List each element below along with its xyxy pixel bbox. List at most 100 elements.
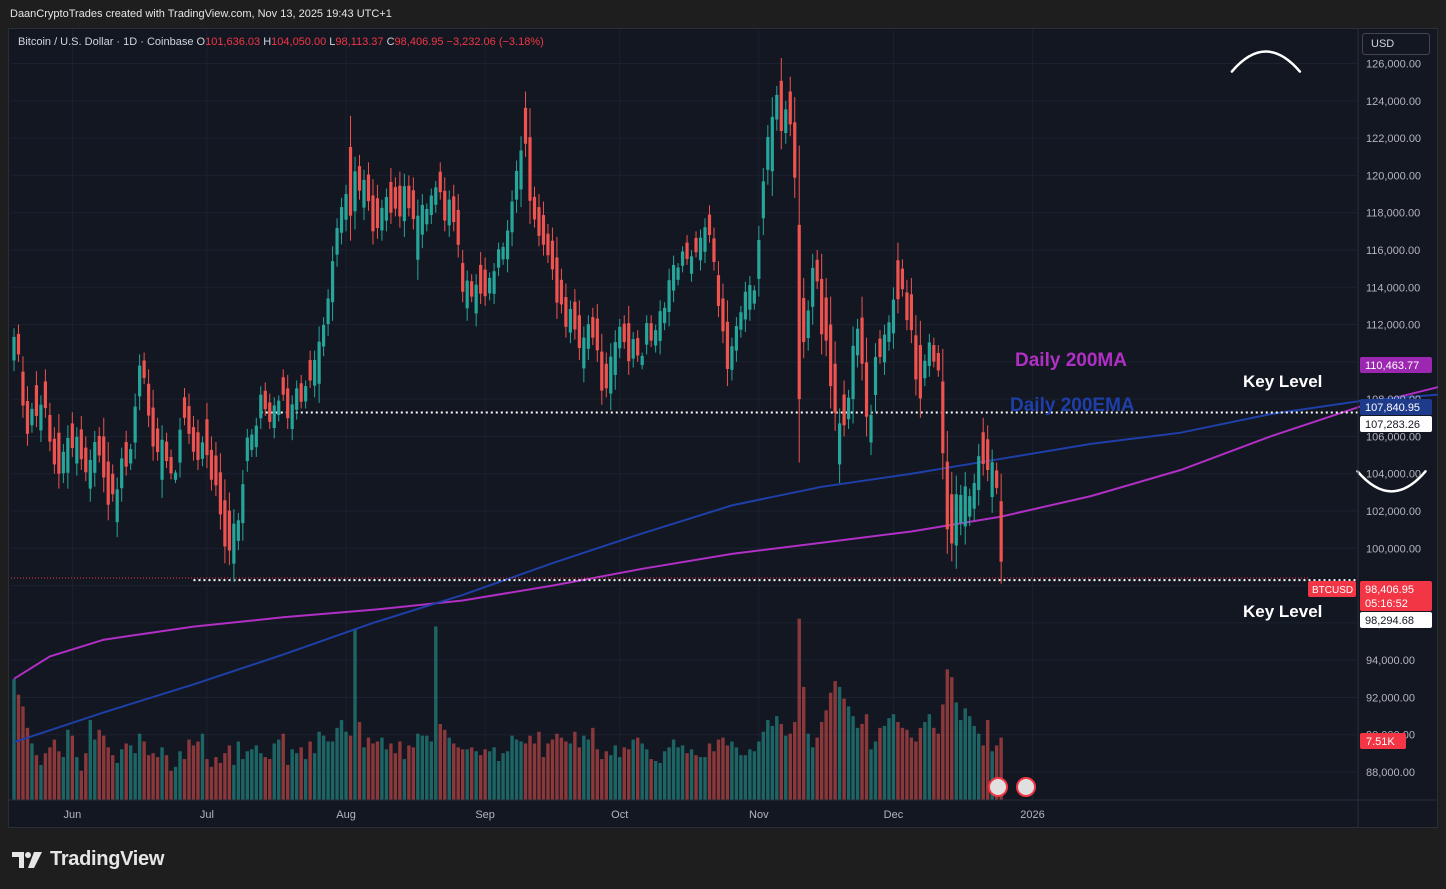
volume-bar <box>84 753 88 800</box>
volume-bar <box>344 731 348 800</box>
volume-bar <box>766 720 770 800</box>
candle-body <box>932 345 936 362</box>
x-tick-label: Aug <box>336 809 356 821</box>
candle-body <box>613 342 617 375</box>
volume-bar <box>613 745 617 800</box>
volume-bar <box>438 723 442 800</box>
candle-body <box>34 385 39 416</box>
candle-body <box>954 494 958 546</box>
symbol-legend[interactable]: Bitcoin / U.S. Dollar · 1D · Coinbase O1… <box>18 36 544 48</box>
volume-bar <box>61 757 66 800</box>
volume-bar <box>802 686 806 800</box>
ema-price-tag: 107,840.95 <box>1365 402 1420 414</box>
volume-bar <box>182 759 187 800</box>
volume-bar <box>227 745 232 800</box>
candle-body <box>833 363 837 413</box>
candle-body <box>721 298 725 332</box>
volume-bar <box>568 743 573 800</box>
candle-body <box>779 80 783 132</box>
candle-body <box>120 458 124 489</box>
candle-body <box>972 483 976 509</box>
candle-body <box>559 279 564 305</box>
volume-bar <box>891 714 896 800</box>
ma-label: Daily 200MA <box>1015 350 1127 371</box>
volume-bar <box>478 755 483 800</box>
candle-body <box>595 318 599 351</box>
y-tick-label: 112,000.00 <box>1366 320 1420 332</box>
ma-price-tag: 110,463.77 <box>1365 360 1419 372</box>
volume-bar <box>443 729 447 800</box>
volume-bar <box>577 747 582 800</box>
credit-text: DaanCryptoTrades created with TradingVie… <box>10 8 392 20</box>
volume-bar <box>429 741 433 800</box>
volume-bar <box>640 743 644 800</box>
volume-bar <box>474 751 478 800</box>
us-flag-icon <box>988 777 1008 797</box>
volume-bar <box>981 745 985 800</box>
volume-bar <box>954 702 958 800</box>
candle-body <box>304 386 308 402</box>
footer <box>0 836 1446 889</box>
volume-bar <box>694 755 698 800</box>
candle-body <box>61 451 65 474</box>
volume-bar <box>887 718 891 800</box>
event-icons[interactable] <box>988 777 1036 797</box>
currency-button[interactable]: USD <box>1362 33 1430 55</box>
candle-body <box>218 472 223 515</box>
candle-body <box>667 280 671 312</box>
candle-body <box>281 377 285 395</box>
volume-bar <box>977 733 981 800</box>
candle-body <box>209 449 214 480</box>
candle-body <box>703 227 707 252</box>
chart-canvas[interactable]: 88,000.0090,000.0092,000.0094,000.0096,0… <box>8 28 1438 828</box>
candle-body <box>528 137 532 201</box>
volume-bar <box>689 749 694 800</box>
candle-body <box>851 345 855 400</box>
candle-body <box>236 520 240 541</box>
candle-body <box>268 402 272 422</box>
volume-bar <box>730 741 734 800</box>
candle-body <box>716 275 721 306</box>
candle-body <box>48 415 52 442</box>
candle-body <box>483 269 487 297</box>
candle-body <box>330 261 335 303</box>
candle-body <box>21 371 25 406</box>
volume-bar <box>653 761 658 800</box>
candle-body <box>645 323 649 345</box>
volume-bar <box>985 720 990 800</box>
candle-body <box>694 237 698 253</box>
volume-bar <box>680 745 685 800</box>
countdown-tag: 05:16:52 <box>1365 598 1408 610</box>
close-value: 98,406.95 <box>394 36 444 48</box>
volume-bar <box>627 749 631 800</box>
volume-bar <box>999 737 1003 800</box>
volume-bar <box>16 694 21 800</box>
candle-body <box>546 233 550 256</box>
candle-body <box>380 207 384 231</box>
candle-body <box>609 356 613 394</box>
tradingview-logo-text: TradingView <box>50 848 165 870</box>
candle-body <box>582 337 586 369</box>
candle-body <box>712 238 716 262</box>
volume-bar <box>882 725 887 800</box>
volume-bar <box>272 743 276 800</box>
candle-body <box>191 427 196 452</box>
candle-body <box>788 91 792 125</box>
volume-bar <box>662 751 667 800</box>
candle-body <box>739 312 743 330</box>
high-value: 104,050.00 <box>271 36 327 48</box>
candle-body <box>541 215 546 245</box>
volume-bar <box>492 747 496 800</box>
volume-bar <box>142 741 146 800</box>
candle-body <box>465 280 469 309</box>
volume-bar <box>353 628 357 800</box>
volume-bar <box>595 749 600 800</box>
tradingview-logo[interactable]: TradingView <box>12 848 164 871</box>
candle-body <box>263 390 267 410</box>
volume-bar <box>115 762 119 800</box>
volume-bar <box>312 753 317 800</box>
level-lower-tag-bg <box>1360 612 1432 628</box>
candle-body <box>155 428 160 453</box>
volume-bar <box>366 737 371 800</box>
volume-bar <box>371 743 375 800</box>
